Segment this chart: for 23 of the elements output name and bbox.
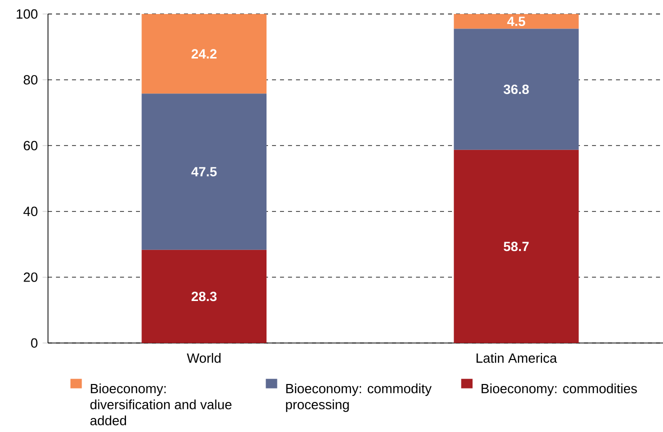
x-tick-label: World — [186, 353, 221, 363]
y-tick-label: 20 — [24, 272, 38, 282]
data-label: 4.5 — [507, 16, 526, 26]
data-label: 58.7 — [504, 242, 529, 252]
bar — [142, 14, 267, 94]
legend-label: Bioeconomy: diversification and value added — [90, 384, 232, 426]
y-tick-label: 0 — [31, 338, 38, 348]
data-label: 47.5 — [191, 167, 217, 176]
x-tick-label: Latin America — [476, 353, 558, 363]
data-label: 36.8 — [504, 84, 529, 94]
bar — [142, 250, 267, 343]
bar — [454, 28, 579, 150]
y-tick-label: 100 — [16, 9, 38, 19]
data-label: 28.3 — [192, 292, 217, 302]
bar — [454, 14, 579, 29]
legend-label: Bioeconomy: commodity processing — [286, 384, 432, 412]
data-label: 24.2 — [192, 49, 217, 58]
y-tick-label: 40 — [23, 206, 38, 216]
bar — [454, 150, 579, 343]
y-tick-label: 60 — [24, 140, 38, 150]
bar — [142, 94, 267, 250]
y-tick-label: 80 — [24, 75, 38, 85]
legend-label: Bioeconomy: commodities — [482, 384, 637, 396]
